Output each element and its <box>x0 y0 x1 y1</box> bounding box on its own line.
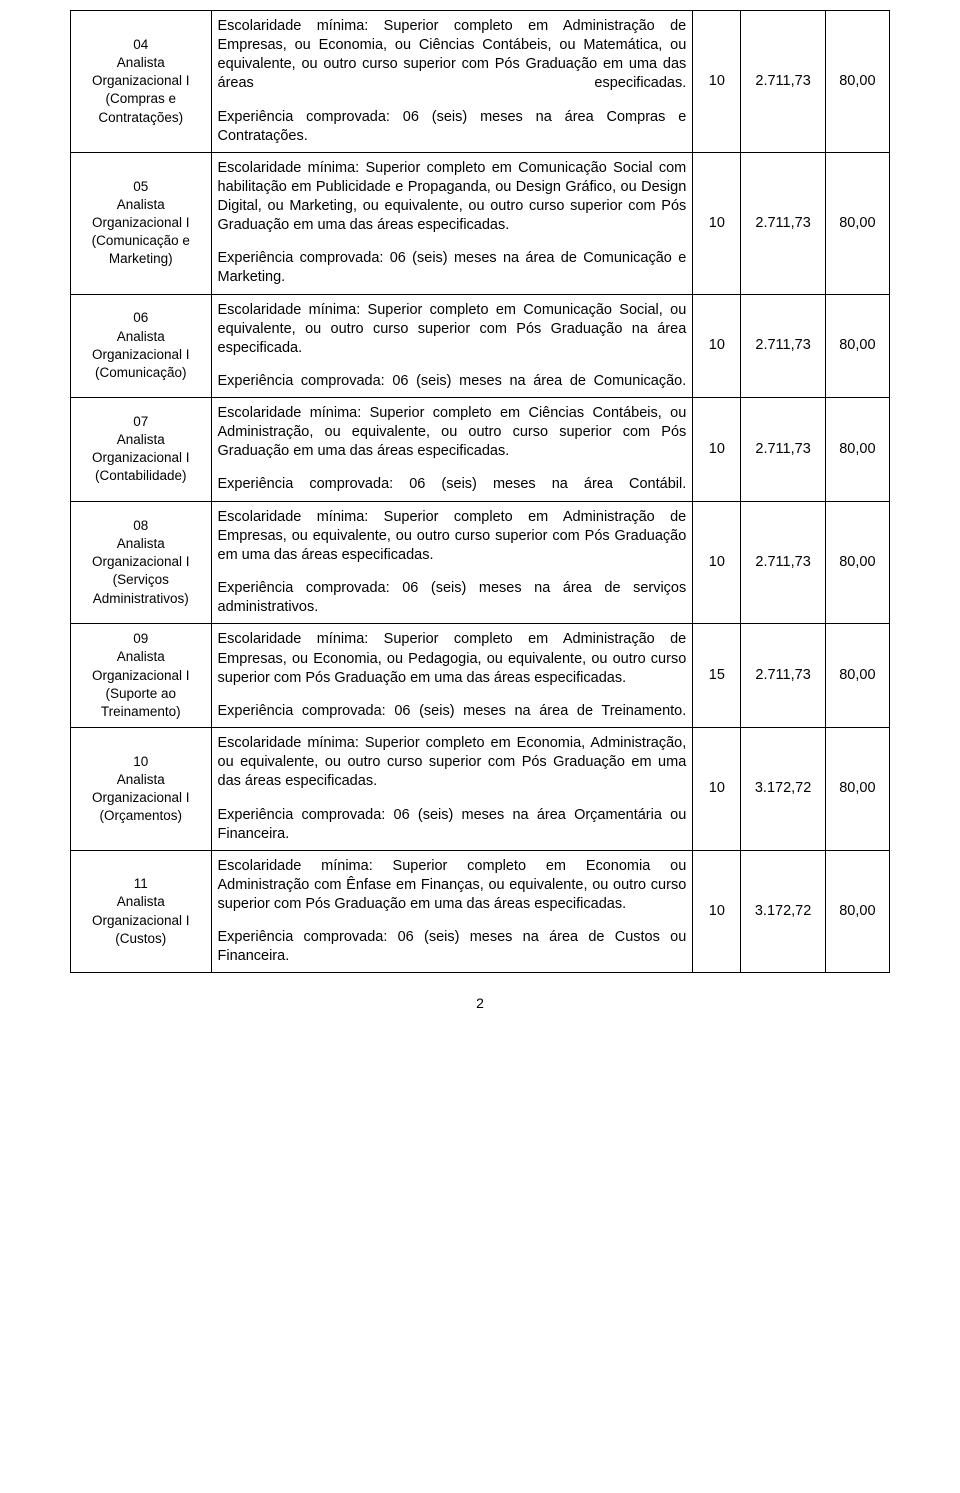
vacancies: 10 <box>693 728 741 851</box>
position-description: Escolaridade mínima: Superior completo e… <box>211 398 693 502</box>
position-description: Escolaridade mínima: Superior completo e… <box>211 501 693 624</box>
salary: 2.711,73 <box>741 11 825 153</box>
vacancies: 10 <box>693 152 741 294</box>
salary: 3.172,72 <box>741 728 825 851</box>
vacancies: 10 <box>693 11 741 153</box>
table-row: 06AnalistaOrganizacional I(Comunicação)E… <box>71 294 890 398</box>
position-description: Escolaridade mínima: Superior completo e… <box>211 11 693 153</box>
fee: 80,00 <box>825 501 889 624</box>
table-row: 07AnalistaOrganizacional I(Contabilidade… <box>71 398 890 502</box>
fee: 80,00 <box>825 152 889 294</box>
vacancies: 10 <box>693 294 741 398</box>
position-description: Escolaridade mínima: Superior completo e… <box>211 624 693 728</box>
positions-table: 04AnalistaOrganizacional I(Compras eCont… <box>70 10 890 973</box>
fee: 80,00 <box>825 850 889 973</box>
table-row: 09AnalistaOrganizacional I(Suporte aoTre… <box>71 624 890 728</box>
vacancies: 10 <box>693 850 741 973</box>
position-code: 08AnalistaOrganizacional I(ServiçosAdmin… <box>71 501 212 624</box>
vacancies: 10 <box>693 501 741 624</box>
position-description: Escolaridade mínima: Superior completo e… <box>211 728 693 851</box>
position-code: 06AnalistaOrganizacional I(Comunicação) <box>71 294 212 398</box>
table-row: 11AnalistaOrganizacional I(Custos)Escola… <box>71 850 890 973</box>
vacancies: 10 <box>693 398 741 502</box>
table-row: 10AnalistaOrganizacional I(Orçamentos)Es… <box>71 728 890 851</box>
fee: 80,00 <box>825 728 889 851</box>
table-row: 04AnalistaOrganizacional I(Compras eCont… <box>71 11 890 153</box>
page-number: 2 <box>70 995 890 1011</box>
table-row: 05AnalistaOrganizacional I(Comunicação e… <box>71 152 890 294</box>
table-row: 08AnalistaOrganizacional I(ServiçosAdmin… <box>71 501 890 624</box>
fee: 80,00 <box>825 398 889 502</box>
position-code: 04AnalistaOrganizacional I(Compras eCont… <box>71 11 212 153</box>
fee: 80,00 <box>825 624 889 728</box>
salary: 2.711,73 <box>741 624 825 728</box>
salary: 3.172,72 <box>741 850 825 973</box>
salary: 2.711,73 <box>741 501 825 624</box>
position-description: Escolaridade mínima: Superior completo e… <box>211 850 693 973</box>
position-code: 09AnalistaOrganizacional I(Suporte aoTre… <box>71 624 212 728</box>
fee: 80,00 <box>825 294 889 398</box>
position-description: Escolaridade mínima: Superior completo e… <box>211 294 693 398</box>
vacancies: 15 <box>693 624 741 728</box>
position-description: Escolaridade mínima: Superior completo e… <box>211 152 693 294</box>
fee: 80,00 <box>825 11 889 153</box>
position-code: 05AnalistaOrganizacional I(Comunicação e… <box>71 152 212 294</box>
salary: 2.711,73 <box>741 294 825 398</box>
position-code: 10AnalistaOrganizacional I(Orçamentos) <box>71 728 212 851</box>
salary: 2.711,73 <box>741 152 825 294</box>
position-code: 07AnalistaOrganizacional I(Contabilidade… <box>71 398 212 502</box>
position-code: 11AnalistaOrganizacional I(Custos) <box>71 850 212 973</box>
salary: 2.711,73 <box>741 398 825 502</box>
